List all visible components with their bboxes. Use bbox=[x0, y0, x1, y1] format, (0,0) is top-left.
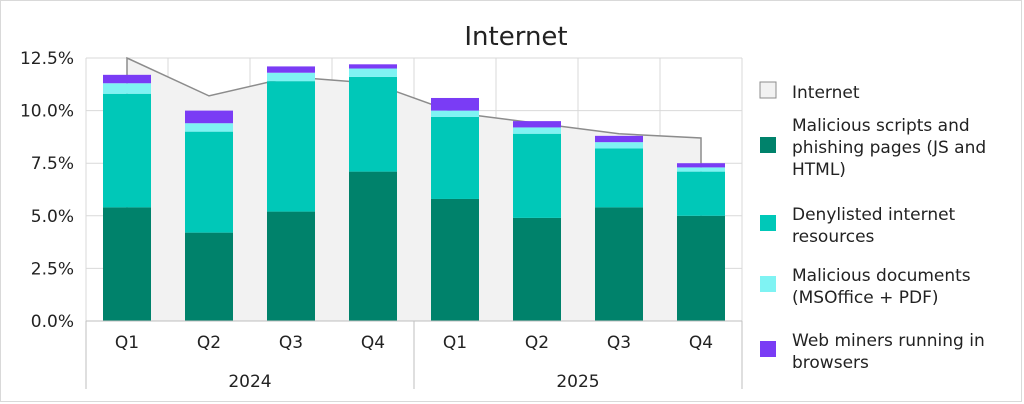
group-label: 2025 bbox=[556, 372, 599, 392]
legend-label: Denylisted internet bbox=[792, 205, 956, 225]
y-tick-label: 7.5% bbox=[31, 154, 74, 174]
x-tick-label: Q2 bbox=[197, 333, 221, 353]
bar-segment bbox=[349, 68, 397, 77]
y-tick-label: 2.5% bbox=[31, 259, 74, 279]
legend-swatch bbox=[759, 81, 777, 99]
bar-segment bbox=[431, 110, 479, 117]
x-tick-label: Q2 bbox=[525, 333, 549, 353]
bar-segment bbox=[677, 167, 725, 172]
legend-swatch bbox=[760, 137, 776, 153]
y-tick-label: 0.0% bbox=[31, 312, 74, 332]
legend-swatch bbox=[760, 215, 776, 231]
bar-segment bbox=[595, 142, 643, 149]
bar-segment bbox=[103, 74, 151, 84]
bar-segment bbox=[267, 72, 315, 82]
bar-segment bbox=[267, 66, 315, 73]
x-tick-label: Q4 bbox=[361, 333, 385, 353]
bar-segment bbox=[185, 131, 233, 233]
x-tick-label: Q1 bbox=[443, 333, 467, 353]
bar-segment bbox=[431, 116, 479, 199]
legend-swatch bbox=[760, 341, 776, 357]
bar-segment bbox=[677, 171, 725, 216]
bar-segment bbox=[349, 76, 397, 172]
chart-title: Internet bbox=[464, 22, 567, 52]
legend-label: Malicious scripts and bbox=[792, 116, 970, 136]
legend-swatch bbox=[760, 276, 776, 292]
legend-label: HTML) bbox=[792, 160, 846, 180]
bar-segment bbox=[185, 110, 233, 124]
bar-segment bbox=[595, 135, 643, 143]
bar-segment bbox=[431, 97, 479, 111]
bars bbox=[103, 64, 725, 321]
legend-label: resources bbox=[792, 227, 875, 247]
bar-segment bbox=[513, 121, 561, 128]
bar-segment bbox=[677, 163, 725, 168]
legend-label: Internet bbox=[792, 83, 860, 103]
bar-segment bbox=[103, 207, 151, 321]
bar-segment bbox=[185, 123, 233, 132]
x-tick-label: Q3 bbox=[607, 333, 631, 353]
bar-segment bbox=[513, 127, 561, 134]
y-tick-label: 5.0% bbox=[31, 207, 74, 227]
group-label: 2024 bbox=[228, 372, 271, 392]
bar-segment bbox=[513, 217, 561, 321]
bar-segment bbox=[267, 211, 315, 321]
x-tick-label: Q4 bbox=[689, 333, 713, 353]
x-tick-label: Q3 bbox=[279, 333, 303, 353]
axes: 0.0% 2.5% 5.0% 7.5% 10.0% 12.5% Q1 Q2 Q3 Q4 Q1 Q2 Q3… bbox=[20, 49, 743, 392]
y-tick-label: 12.5% bbox=[20, 49, 74, 69]
bar-segment bbox=[513, 133, 561, 218]
legend-label: (MSOffice + PDF) bbox=[792, 288, 939, 308]
legend-label: Malicious documents bbox=[792, 266, 971, 286]
bar-segment bbox=[267, 81, 315, 212]
legend-label: Web miners running in bbox=[792, 331, 985, 351]
bar-segment bbox=[185, 232, 233, 321]
legend-label: phishing pages (JS and bbox=[792, 138, 986, 158]
bar-segment bbox=[349, 171, 397, 321]
bar-segment bbox=[349, 64, 397, 69]
bar-segment bbox=[103, 93, 151, 208]
bar-segment bbox=[103, 83, 151, 94]
bar-segment bbox=[677, 215, 725, 321]
bar-segment bbox=[595, 207, 643, 321]
y-tick-label: 10.0% bbox=[20, 102, 74, 122]
x-tick-label: Q1 bbox=[115, 333, 139, 353]
bar-segment bbox=[431, 198, 479, 321]
bar-segment bbox=[595, 148, 643, 208]
legend-label: browsers bbox=[792, 353, 869, 373]
total-area-line bbox=[126, 56, 702, 321]
